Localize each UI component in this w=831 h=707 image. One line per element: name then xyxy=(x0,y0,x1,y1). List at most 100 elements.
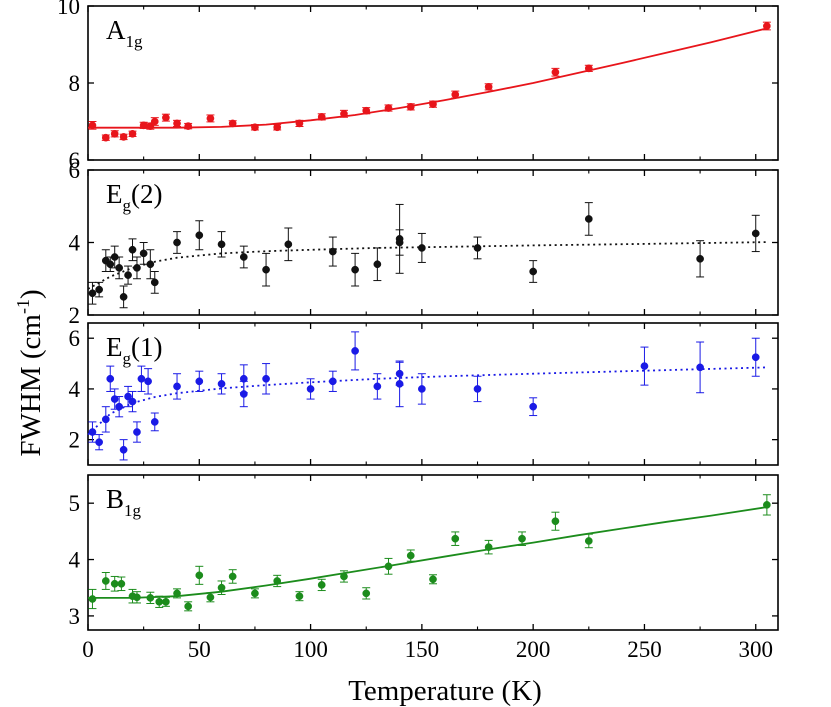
data-point xyxy=(95,285,103,294)
panel-label-sub: 1g xyxy=(126,32,144,51)
data-point xyxy=(551,68,560,77)
data-point xyxy=(751,353,760,362)
data-point xyxy=(384,562,393,571)
data-point xyxy=(228,119,237,128)
data-point xyxy=(251,123,259,132)
data-point xyxy=(195,571,204,580)
panel-4: 345 B1g xyxy=(69,474,779,631)
data-point xyxy=(88,595,97,603)
data-point xyxy=(696,363,704,372)
y-tick-label: 10 xyxy=(57,0,80,19)
data-point xyxy=(584,215,593,223)
y-tick-label: 6 xyxy=(69,326,81,351)
y-tick-label: 6 xyxy=(69,158,81,183)
fit-curve xyxy=(87,241,767,290)
y-tick-label: 4 xyxy=(69,548,81,573)
x-tick-label: 50 xyxy=(188,637,211,662)
data-point xyxy=(119,293,128,301)
panel-frame xyxy=(87,169,779,316)
data-point xyxy=(529,402,538,411)
panel-label-main: E xyxy=(106,332,123,362)
data-point xyxy=(362,589,371,598)
x-tick-label: 300 xyxy=(738,637,773,662)
data-point xyxy=(551,517,560,526)
panel-3: 246 Eg(1) xyxy=(69,322,779,466)
data-point xyxy=(217,380,226,388)
panel-label: Eg(2) xyxy=(106,179,162,215)
data-point xyxy=(128,129,137,138)
data-point xyxy=(101,133,110,142)
data-point xyxy=(295,592,304,601)
data-point xyxy=(451,534,460,543)
data-point xyxy=(418,244,426,252)
data-point xyxy=(351,347,359,355)
panel-label-sub: g xyxy=(123,349,132,368)
data-point xyxy=(150,278,159,287)
data-point xyxy=(518,534,526,543)
data-point xyxy=(284,240,293,249)
data-point xyxy=(273,577,282,585)
data-point xyxy=(306,385,315,393)
data-point xyxy=(529,267,538,276)
x-axis-label: Temperature (K) xyxy=(348,675,542,707)
data-point xyxy=(584,537,593,545)
panel-frame xyxy=(87,322,779,466)
data-point xyxy=(473,244,482,252)
data-point xyxy=(146,122,155,130)
panel-label-sub: g xyxy=(123,196,132,215)
data-point xyxy=(484,543,493,551)
data-point xyxy=(88,289,97,298)
y-axis-label: FWHM (cm-1) xyxy=(13,289,47,456)
y-tick-label: 6 xyxy=(69,148,81,173)
data-point xyxy=(162,597,170,606)
panel-label: B1g xyxy=(106,484,142,520)
y-tick-label: 3 xyxy=(69,604,81,629)
data-point xyxy=(239,253,248,261)
x-axis: 0 50 100 150 200 250 300 xyxy=(82,637,773,662)
data-point xyxy=(155,597,164,606)
data-point xyxy=(195,231,204,240)
panel-label-tail: (2) xyxy=(131,179,162,209)
y-axis-label-sup: -1 xyxy=(13,299,33,314)
data-point xyxy=(184,122,193,130)
x-tick-label: 100 xyxy=(293,637,328,662)
data-point xyxy=(139,249,148,258)
data-point xyxy=(763,501,771,509)
data-point xyxy=(317,581,326,589)
panel-frame xyxy=(87,5,779,161)
data-point xyxy=(124,392,132,401)
y-tick-label: 4 xyxy=(69,377,81,402)
data-point xyxy=(217,240,226,249)
data-point xyxy=(328,377,337,386)
data-point xyxy=(144,377,152,386)
data-point xyxy=(139,121,148,130)
data-point xyxy=(115,402,124,411)
data-point xyxy=(173,382,181,391)
data-point xyxy=(295,119,304,128)
data-point xyxy=(351,265,359,274)
y-tick-label: 2 xyxy=(69,303,81,328)
data-point xyxy=(184,602,193,611)
data-point xyxy=(384,104,393,112)
data-point xyxy=(429,100,437,109)
data-point xyxy=(150,418,159,426)
data-point xyxy=(119,445,128,454)
data-point xyxy=(640,362,649,370)
data-point xyxy=(373,260,382,269)
data-point xyxy=(228,572,237,581)
data-point xyxy=(110,395,119,403)
panel-label: Eg(1) xyxy=(106,332,162,368)
data-point xyxy=(406,103,415,111)
data-point xyxy=(217,583,226,592)
data-point xyxy=(206,593,215,602)
panel-label: A1g xyxy=(106,15,143,51)
data-point xyxy=(584,64,593,73)
data-point xyxy=(128,397,137,406)
data-point xyxy=(110,129,119,138)
data-point xyxy=(239,374,248,383)
data-point xyxy=(340,109,348,118)
data-point xyxy=(106,374,115,383)
data-point xyxy=(473,385,482,393)
data-point xyxy=(429,575,437,584)
